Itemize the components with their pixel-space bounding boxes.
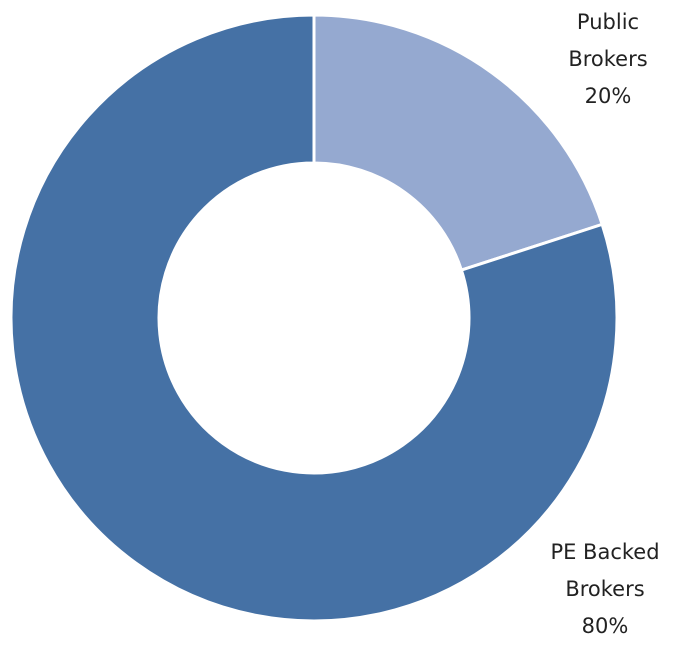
slice: [9, 13, 619, 623]
category-label: PE Backed Brokers: [550, 540, 660, 601]
slice: [312, 13, 605, 272]
value-label: 80%: [581, 614, 629, 638]
slice-label: Public Brokers 20%: [553, 4, 663, 115]
slice-label: PE Backed Brokers 80%: [535, 534, 673, 645]
category-label: Public Brokers: [568, 10, 648, 71]
value-label: 20%: [584, 84, 632, 108]
